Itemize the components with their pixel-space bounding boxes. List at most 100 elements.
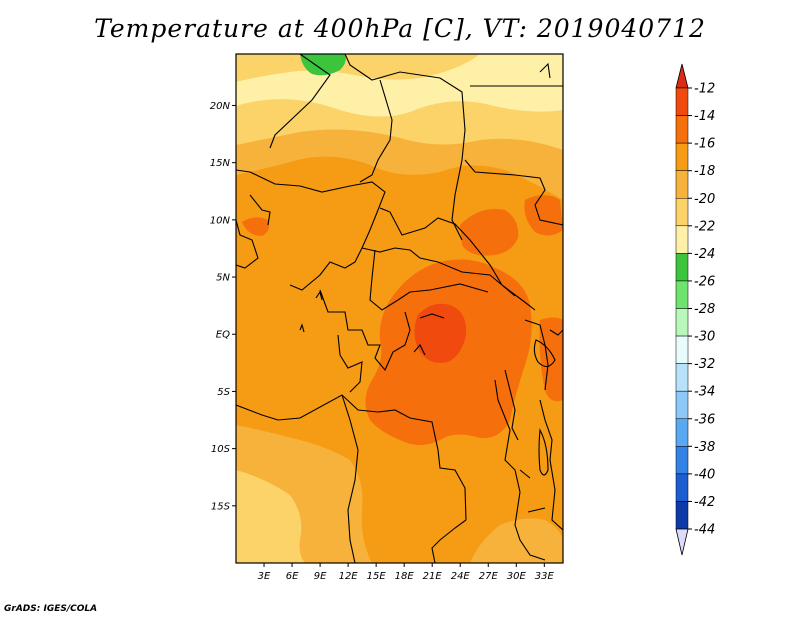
border-line xyxy=(289,209,379,291)
lon-tick-label: 6E xyxy=(286,571,299,582)
colorbar-label: -40 xyxy=(694,467,715,482)
border-line xyxy=(236,169,386,211)
colorbar-label: -30 xyxy=(694,330,715,345)
lon-tick-label: 27E xyxy=(479,571,499,582)
colorbar-swatch xyxy=(675,446,689,475)
border-line xyxy=(359,79,393,183)
border-line xyxy=(361,247,516,297)
lon-tick-label: 15E xyxy=(367,571,387,582)
map-title: Temperature at 400hPa [C], VT: 201904071… xyxy=(94,14,706,43)
border-line xyxy=(527,507,546,513)
border-line xyxy=(269,54,331,149)
map-border xyxy=(235,53,564,564)
colorbar-swatch xyxy=(675,390,689,419)
colorbar-swatch xyxy=(675,253,689,282)
colorbar-label: -32 xyxy=(694,357,715,372)
border-line xyxy=(341,394,359,563)
colorbar-label: -34 xyxy=(694,385,715,400)
colorbar-label: -24 xyxy=(694,247,715,262)
border-line xyxy=(504,369,519,441)
colorbar-label: -26 xyxy=(694,274,715,289)
field-deep-orange-west xyxy=(242,217,270,236)
colorbar-swatch xyxy=(675,280,689,309)
border-line xyxy=(236,394,467,521)
colorbar-bottom-cap xyxy=(675,528,689,556)
lon-tick-label: 18E xyxy=(395,571,415,582)
colorbar-label: -18 xyxy=(694,164,715,179)
colorbar-swatch xyxy=(675,473,689,502)
border-line xyxy=(369,249,489,311)
colorbar-swatch xyxy=(675,225,689,254)
latitude-axis: 20N 15N 10N 5N EQ 5S 10S 15S xyxy=(210,101,236,512)
colorbar-top-cap xyxy=(675,63,689,89)
border-line xyxy=(249,194,271,226)
border-line xyxy=(533,339,556,368)
lat-tick-label: 20N xyxy=(210,101,231,112)
lon-tick-label: 21E xyxy=(423,571,443,582)
lon-tick-label: 24E xyxy=(451,571,471,582)
lon-tick-label: 33E xyxy=(535,571,555,582)
border-line xyxy=(494,379,521,493)
border-line xyxy=(236,219,259,269)
colorbar-swatch xyxy=(675,418,689,447)
colorbar-swatch xyxy=(675,170,689,199)
colorbar-label: -16 xyxy=(694,137,715,152)
colorbar-label: -22 xyxy=(694,219,715,234)
border-line xyxy=(431,519,467,563)
border-line xyxy=(319,289,411,372)
lat-tick-label: 5N xyxy=(216,273,230,284)
lat-tick-label: 15N xyxy=(210,158,231,169)
border-line xyxy=(419,313,445,319)
border-line xyxy=(344,54,466,161)
country-borders xyxy=(236,54,563,563)
colorbar-swatch xyxy=(675,501,689,530)
border-line xyxy=(519,469,531,479)
field-pale-southwest xyxy=(236,470,305,563)
border-line xyxy=(451,159,463,241)
field-green-patch xyxy=(300,54,346,76)
field-red-orange-core xyxy=(414,303,467,363)
lon-tick-label: 9E xyxy=(314,571,327,582)
border-line xyxy=(524,319,549,391)
colorbar-swatch xyxy=(675,335,689,364)
lat-tick-label: 10S xyxy=(211,444,231,455)
border-line xyxy=(514,491,546,561)
lon-tick-label: 12E xyxy=(339,571,359,582)
map-frame xyxy=(235,53,564,564)
colorbar-swatch xyxy=(675,87,689,116)
border-line xyxy=(413,344,426,356)
colorbar-swatch xyxy=(675,142,689,171)
colorbar-swatch xyxy=(675,308,689,337)
border-line xyxy=(299,323,305,333)
colorbar-label: -38 xyxy=(694,440,715,455)
grads-credit: GrADS: IGES/COLA xyxy=(4,604,98,614)
colorbar-swatch xyxy=(675,363,689,392)
field-light-orange-southeast xyxy=(470,518,563,563)
temperature-field xyxy=(236,54,563,563)
lon-tick-label: 3E xyxy=(258,571,271,582)
colorbar-label: -14 xyxy=(694,109,715,124)
field-deep-orange-east xyxy=(539,317,563,402)
colorbar-label: -12 xyxy=(694,82,715,97)
border-line xyxy=(315,290,323,301)
colorbar-label: -42 xyxy=(694,495,715,510)
lat-tick-label: 5S xyxy=(217,387,230,398)
border-line xyxy=(539,399,563,531)
field-deep-orange-ne xyxy=(460,209,519,256)
border-line xyxy=(549,329,563,336)
colorbar-label: -28 xyxy=(694,302,715,317)
border-line xyxy=(538,428,549,476)
lat-tick-label: 10N xyxy=(210,215,231,226)
colorbar-label: -36 xyxy=(694,412,715,427)
field-deep-orange-ne2 xyxy=(524,195,563,236)
border-line xyxy=(464,159,563,226)
colorbar-label: -44 xyxy=(694,523,715,538)
lon-tick-label: 30E xyxy=(507,571,527,582)
lat-tick-label: 15S xyxy=(211,501,231,512)
border-line xyxy=(337,334,363,393)
border-line xyxy=(539,62,551,79)
lat-tick-label: EQ xyxy=(216,330,230,341)
colorbar-swatch xyxy=(675,115,689,144)
longitude-axis: 3E 6E 9E 12E 15E 18E 21E 24E 27E 30E 33E xyxy=(258,563,555,582)
